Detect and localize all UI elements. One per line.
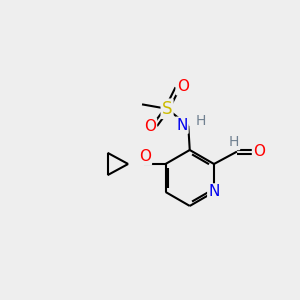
Text: O: O bbox=[139, 149, 151, 164]
Text: N: N bbox=[176, 118, 188, 133]
Text: O: O bbox=[253, 144, 265, 159]
Text: O: O bbox=[144, 119, 156, 134]
Text: H: H bbox=[229, 135, 239, 149]
Text: S: S bbox=[162, 100, 172, 118]
Text: H: H bbox=[196, 114, 206, 128]
Text: N: N bbox=[208, 184, 220, 200]
Text: O: O bbox=[177, 79, 189, 94]
